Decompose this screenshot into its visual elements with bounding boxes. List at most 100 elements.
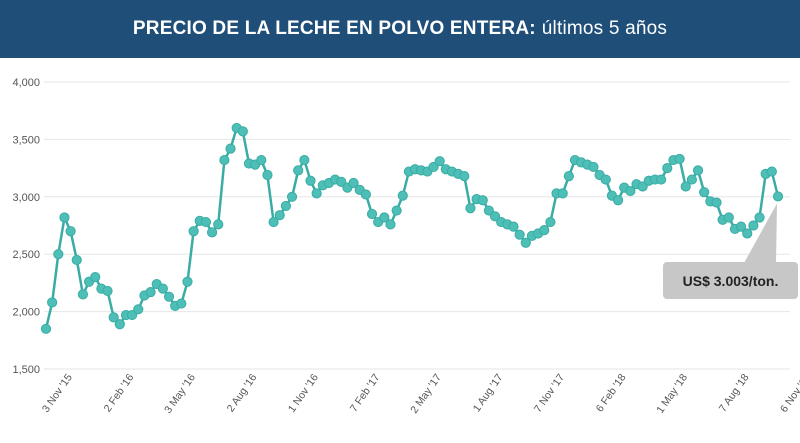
x-tick-label: 7 Feb '17 [348, 372, 383, 415]
x-tick-label: 1 Nov '16 [286, 372, 321, 415]
data-point [459, 171, 470, 182]
data-point [108, 312, 119, 323]
data-point [508, 221, 519, 232]
data-point [145, 286, 156, 298]
data-point [483, 205, 494, 216]
x-tick-label: 1 Aug '17 [471, 372, 506, 415]
data-point [348, 177, 359, 189]
data-point [625, 185, 636, 197]
data-point [268, 216, 279, 228]
data-point [539, 224, 550, 236]
data-point [735, 221, 747, 232]
chart-title-subtitle: últimos 5 años [541, 18, 668, 39]
data-point [742, 228, 753, 239]
data-point [766, 166, 777, 177]
x-tick-label: 3 May '16 [162, 372, 198, 416]
data-point [311, 188, 322, 199]
x-tick-label: 7 Aug '18 [717, 372, 752, 415]
data-point [656, 174, 667, 185]
x-tick-label: 6 Feb '18 [594, 372, 629, 415]
x-tick-label: 7 Nov '17 [532, 372, 567, 415]
data-point [200, 216, 212, 228]
data-point [293, 165, 304, 176]
data-point [59, 212, 70, 223]
data-point [711, 197, 722, 208]
x-tick-label: 2 Aug '16 [225, 372, 260, 415]
data-point [563, 171, 574, 182]
data-point [772, 191, 784, 202]
data-point [90, 272, 101, 283]
data-point [53, 249, 64, 260]
last-price-callout: US$ 3.003/ton. [663, 262, 798, 299]
data-point [545, 216, 556, 228]
y-axis-labels: 1,500 2,000 2,500 3,000 3,500 4,000 [12, 77, 40, 376]
data-point [237, 126, 248, 137]
data-point [182, 276, 193, 287]
gridlines [44, 81, 790, 370]
data-point [176, 298, 187, 309]
x-tick-label: 6 Nov '18 [778, 372, 800, 415]
data-point [686, 174, 697, 185]
data-point [256, 154, 267, 166]
data-point [600, 174, 611, 185]
data-point [213, 219, 224, 230]
data-point [336, 176, 347, 187]
data-point [754, 212, 765, 223]
callout-pointer [744, 203, 777, 263]
data-point [674, 153, 685, 165]
data-point [219, 154, 230, 166]
data-point [612, 195, 624, 206]
data-point [163, 291, 175, 302]
chart-title-bold: PRECIO DE LA LECHE EN POLVO ENTERA: [132, 18, 536, 39]
data-point [77, 289, 89, 300]
callout-pointer-layer [744, 203, 777, 263]
data-point [637, 181, 648, 192]
data-point [465, 203, 476, 214]
data-point [397, 190, 408, 201]
data-point [428, 161, 439, 173]
data-point [692, 165, 704, 176]
data-point [385, 219, 396, 230]
data-point [557, 188, 568, 199]
x-tick-label: 2 May '17 [408, 372, 444, 416]
data-point [65, 226, 76, 237]
data-point [477, 195, 488, 206]
data-point [434, 156, 445, 167]
data-point [520, 237, 531, 248]
data-point [723, 212, 734, 223]
data-point [286, 191, 298, 202]
data-point [662, 163, 673, 174]
data-point [274, 210, 285, 221]
series-markers [40, 122, 784, 334]
chart-title-bar: PRECIO DE LA LECHE EN POLVO ENTERA: últi… [0, 0, 800, 58]
y-tick-label: 4,000 [12, 77, 40, 89]
data-point [206, 227, 218, 238]
y-tick-label: 2,500 [12, 249, 40, 261]
x-axis-labels: 3 Nov '15 2 Feb '16 3 May '16 2 Aug '16 1 No… [40, 372, 800, 416]
data-point [40, 323, 52, 334]
y-tick-label: 3,000 [12, 192, 40, 204]
data-point [157, 283, 168, 294]
data-point [391, 205, 402, 216]
data-point [379, 212, 390, 223]
data-point [262, 169, 273, 181]
data-point [305, 175, 316, 186]
data-point [47, 297, 58, 308]
data-point [280, 200, 291, 212]
data-point [127, 309, 138, 321]
data-point [588, 161, 599, 173]
data-point [299, 154, 310, 166]
y-tick-label: 3,500 [12, 134, 40, 146]
data-point [699, 187, 710, 198]
data-point [748, 220, 759, 231]
data-point [514, 229, 525, 240]
data-point [225, 143, 236, 154]
y-tick-label: 2,000 [12, 307, 40, 319]
data-point [188, 226, 199, 237]
data-point [366, 208, 378, 220]
data-point [360, 189, 371, 200]
data-point [133, 304, 144, 315]
data-point [489, 211, 501, 222]
data-point [114, 319, 125, 330]
